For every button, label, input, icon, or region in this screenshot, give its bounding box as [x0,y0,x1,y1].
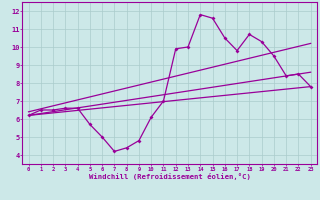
X-axis label: Windchill (Refroidissement éolien,°C): Windchill (Refroidissement éolien,°C) [89,173,251,180]
